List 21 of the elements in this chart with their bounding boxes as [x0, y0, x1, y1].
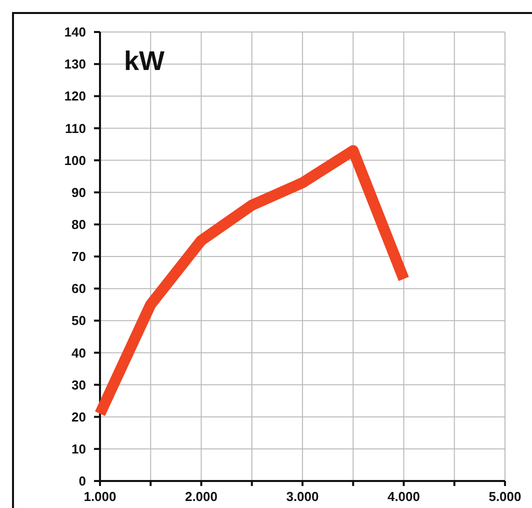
y-tick-label: 80: [72, 216, 86, 232]
y-tick-label: 120: [64, 88, 86, 104]
y-tick-label: 100: [64, 152, 86, 168]
x-tick-label: 3.000: [286, 489, 319, 504]
x-tick-label: 2.000: [184, 489, 218, 504]
y-tick-label: 130: [64, 56, 86, 72]
y-tick-label: 70: [72, 249, 86, 264]
y-tick-label: 90: [72, 184, 86, 200]
y-tick-label: 0: [78, 474, 86, 489]
y-tick-label: 110: [65, 120, 86, 136]
x-tick-label: 1.000: [84, 489, 116, 504]
x-tick-label: 4.000: [387, 489, 420, 504]
y-tick-label: 10: [72, 441, 86, 456]
y-tick-label: 140: [64, 24, 86, 40]
x-tick-label: 5.000: [488, 489, 522, 504]
y-tick-label: 20: [72, 409, 86, 424]
y-tick-label: 50: [72, 313, 86, 328]
y-tick-label: 60: [72, 281, 86, 296]
annotation: kW: [124, 46, 166, 76]
y-tick-label: 40: [72, 345, 86, 360]
y-tick-label: 30: [72, 377, 86, 392]
